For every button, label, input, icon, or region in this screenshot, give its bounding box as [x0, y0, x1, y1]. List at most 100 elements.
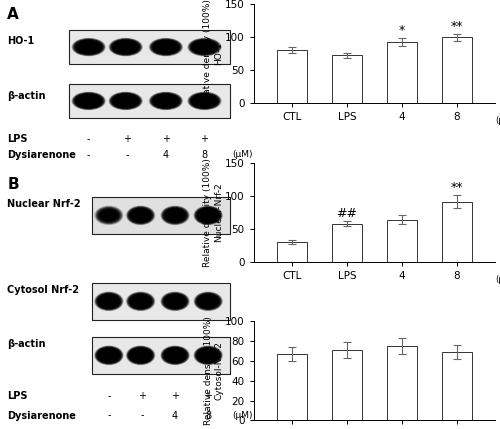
- Ellipse shape: [128, 347, 153, 364]
- Ellipse shape: [160, 205, 190, 225]
- Ellipse shape: [118, 43, 132, 51]
- Ellipse shape: [195, 206, 222, 224]
- Text: A: A: [8, 7, 19, 22]
- Ellipse shape: [96, 207, 121, 224]
- Ellipse shape: [79, 42, 98, 52]
- Ellipse shape: [126, 346, 154, 365]
- Ellipse shape: [116, 96, 136, 106]
- Ellipse shape: [108, 214, 110, 216]
- FancyBboxPatch shape: [92, 197, 230, 234]
- Ellipse shape: [78, 41, 100, 53]
- Ellipse shape: [168, 211, 182, 220]
- Ellipse shape: [164, 294, 186, 308]
- Ellipse shape: [118, 97, 134, 106]
- Ellipse shape: [164, 347, 187, 363]
- Ellipse shape: [198, 294, 218, 308]
- Ellipse shape: [88, 100, 90, 102]
- Ellipse shape: [152, 39, 180, 55]
- FancyBboxPatch shape: [92, 283, 230, 320]
- Ellipse shape: [130, 348, 152, 363]
- Ellipse shape: [80, 42, 98, 52]
- Ellipse shape: [194, 41, 216, 53]
- Ellipse shape: [137, 213, 144, 218]
- Ellipse shape: [133, 296, 148, 306]
- Ellipse shape: [100, 350, 117, 361]
- Ellipse shape: [108, 354, 110, 356]
- Bar: [332, 55, 362, 103]
- Y-axis label: Relative density (100%)
Cytosol-Nrf-2: Relative density (100%) Cytosol-Nrf-2: [204, 317, 224, 425]
- Ellipse shape: [86, 46, 91, 48]
- Ellipse shape: [137, 299, 144, 304]
- Ellipse shape: [203, 212, 213, 219]
- Ellipse shape: [171, 299, 179, 304]
- Ellipse shape: [164, 208, 186, 223]
- Ellipse shape: [163, 100, 168, 103]
- Ellipse shape: [206, 214, 210, 217]
- Text: B: B: [8, 177, 19, 192]
- Ellipse shape: [160, 44, 172, 50]
- Ellipse shape: [156, 42, 176, 52]
- Ellipse shape: [156, 96, 176, 106]
- Ellipse shape: [95, 292, 122, 311]
- Ellipse shape: [84, 45, 94, 50]
- Ellipse shape: [196, 347, 220, 363]
- Ellipse shape: [196, 293, 221, 310]
- Ellipse shape: [84, 45, 93, 49]
- Ellipse shape: [197, 208, 220, 223]
- Ellipse shape: [195, 96, 214, 106]
- Text: -: -: [126, 150, 129, 160]
- Ellipse shape: [105, 213, 112, 218]
- Ellipse shape: [96, 207, 122, 224]
- Ellipse shape: [164, 46, 168, 48]
- Ellipse shape: [138, 353, 143, 357]
- Ellipse shape: [85, 99, 92, 103]
- Text: HO-1: HO-1: [8, 36, 34, 46]
- Ellipse shape: [118, 97, 132, 105]
- Ellipse shape: [148, 91, 183, 110]
- Ellipse shape: [104, 299, 113, 304]
- Ellipse shape: [203, 46, 206, 48]
- Ellipse shape: [197, 294, 220, 309]
- Ellipse shape: [163, 293, 187, 309]
- Ellipse shape: [152, 94, 179, 108]
- Ellipse shape: [118, 43, 133, 51]
- Ellipse shape: [126, 346, 155, 365]
- Ellipse shape: [134, 351, 146, 360]
- Ellipse shape: [127, 346, 154, 365]
- Ellipse shape: [202, 211, 214, 220]
- Y-axis label: Relative density (100%)
Nuclear-Nrf-2: Relative density (100%) Nuclear-Nrf-2: [204, 158, 224, 267]
- Ellipse shape: [76, 41, 100, 54]
- Ellipse shape: [115, 41, 136, 53]
- Ellipse shape: [98, 348, 120, 363]
- Ellipse shape: [122, 99, 129, 103]
- Ellipse shape: [100, 209, 117, 221]
- Ellipse shape: [156, 95, 176, 106]
- Ellipse shape: [153, 40, 178, 54]
- Ellipse shape: [77, 95, 100, 107]
- Ellipse shape: [187, 91, 222, 110]
- Ellipse shape: [134, 211, 147, 220]
- Ellipse shape: [199, 295, 218, 308]
- Ellipse shape: [100, 349, 118, 361]
- Ellipse shape: [201, 296, 216, 306]
- Ellipse shape: [194, 292, 222, 311]
- Ellipse shape: [160, 346, 190, 365]
- Ellipse shape: [94, 345, 124, 365]
- Ellipse shape: [96, 206, 122, 224]
- Ellipse shape: [98, 294, 120, 309]
- Ellipse shape: [162, 206, 188, 224]
- Ellipse shape: [157, 96, 174, 106]
- Ellipse shape: [104, 212, 114, 218]
- Ellipse shape: [152, 40, 179, 54]
- Ellipse shape: [114, 95, 137, 107]
- Text: **: **: [450, 20, 463, 33]
- Ellipse shape: [198, 348, 219, 363]
- Ellipse shape: [202, 297, 214, 305]
- Ellipse shape: [128, 347, 152, 363]
- Ellipse shape: [192, 41, 216, 54]
- Ellipse shape: [128, 207, 152, 224]
- Ellipse shape: [132, 350, 149, 361]
- Ellipse shape: [134, 211, 147, 220]
- Ellipse shape: [137, 213, 144, 218]
- Ellipse shape: [129, 294, 152, 309]
